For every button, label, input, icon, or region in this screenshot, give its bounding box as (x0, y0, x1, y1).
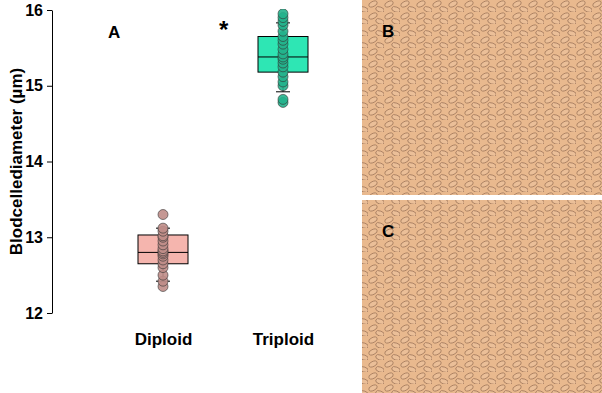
micrograph-panel: B (362, 0, 602, 195)
whisker-cap (276, 91, 290, 92)
point (278, 9, 288, 19)
point (278, 94, 288, 104)
points (278, 9, 288, 107)
tick-label: 12 (25, 305, 43, 322)
panel-label: B (382, 22, 394, 41)
points (158, 210, 168, 292)
tick-mark (47, 86, 52, 87)
tick-label: 16 (25, 2, 43, 19)
box-group (258, 23, 308, 92)
panel-label: A (108, 23, 120, 42)
figure: 12 13 14 15 16 Diploid Triploid Blodcellediamet… (0, 0, 602, 393)
tick-mark (47, 313, 52, 314)
y-axis: 12 13 14 15 16 (25, 2, 52, 322)
category-label: Triploid (253, 330, 314, 349)
tick-label: 13 (25, 229, 43, 246)
plot-area (138, 9, 308, 291)
tick: 16 (25, 2, 52, 19)
tick-label: 15 (25, 77, 43, 94)
annotation: * (219, 16, 229, 43)
tick: Triploid (253, 330, 314, 349)
axis-line (52, 11, 53, 314)
micrograph-panel: C (362, 200, 602, 393)
y-axis-title: Blodcellediameter (µm) (7, 68, 26, 255)
category-label: Diploid (135, 330, 193, 349)
tick-label: 14 (25, 153, 43, 170)
tick: 14 (25, 153, 52, 170)
tick-mark (47, 162, 52, 163)
x-axis: Diploid Triploid (135, 330, 315, 349)
tick-mark (47, 10, 52, 11)
micrograph (362, 200, 602, 393)
panel-label: C (382, 222, 394, 241)
tick: Diploid (135, 330, 193, 349)
micrograph (362, 0, 602, 195)
tick: 15 (25, 77, 52, 94)
tick: 12 (25, 305, 52, 322)
point (158, 223, 168, 233)
point (158, 210, 168, 220)
tick: 13 (25, 229, 52, 246)
tick-mark (47, 237, 52, 238)
